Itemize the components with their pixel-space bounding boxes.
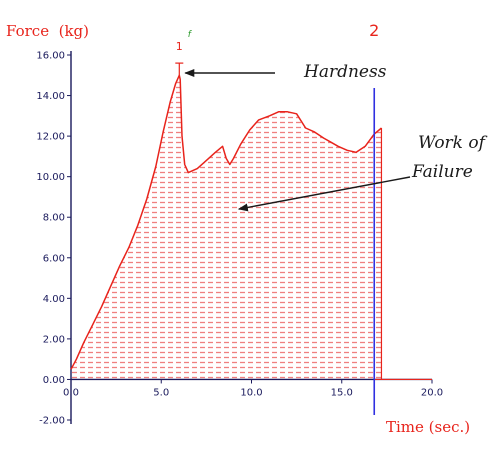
tick-labels: -2.00 0.00 2.00 4.00 6.00 8.00 10.00 12.00 14.00… xyxy=(36,51,443,427)
work-of-failure-line-2: Failure xyxy=(411,162,473,182)
work-of-failure-line-1: Work of xyxy=(418,133,488,153)
y-tick-label: 0.00 xyxy=(43,375,65,386)
marker-1-label: 1 xyxy=(176,40,183,53)
x-axis-title: Time (sec.) xyxy=(386,418,470,436)
vertical-markers: 1f 2 xyxy=(175,21,379,415)
x-tick-label: 15.0 xyxy=(331,387,353,398)
y-tick-label: 14.00 xyxy=(36,91,65,102)
y-tick-label: 8.00 xyxy=(43,213,65,224)
y-tick-label: 10.00 xyxy=(36,172,65,183)
series-layer xyxy=(70,74,432,381)
x-tick-label: 0.0 xyxy=(63,387,79,398)
y-tick-label: -2.00 xyxy=(39,416,65,427)
marker-1-flag: f xyxy=(188,30,193,40)
y-tick-label: 4.00 xyxy=(43,294,65,305)
x-tick-label: 20.0 xyxy=(421,387,443,398)
y-tick-label: 12.00 xyxy=(36,132,65,143)
y-tick-label: 6.00 xyxy=(43,253,65,264)
annotations: Hardness Work of Failure xyxy=(184,62,488,212)
y-tick-label: 2.00 xyxy=(43,334,65,345)
hatched-area xyxy=(71,75,382,380)
x-tick-label: 5.0 xyxy=(153,387,169,398)
hardness-annotation: Hardness xyxy=(303,62,387,82)
y-tick-label: 16.00 xyxy=(36,51,65,62)
work-of-failure-area xyxy=(71,75,382,380)
x-tick-label: 10.0 xyxy=(240,387,262,398)
force-curve xyxy=(70,74,382,370)
y-axis-title: Force (kg) xyxy=(6,22,89,40)
work-of-failure-arrow xyxy=(237,176,411,212)
marker-2-label: 2 xyxy=(369,21,379,40)
